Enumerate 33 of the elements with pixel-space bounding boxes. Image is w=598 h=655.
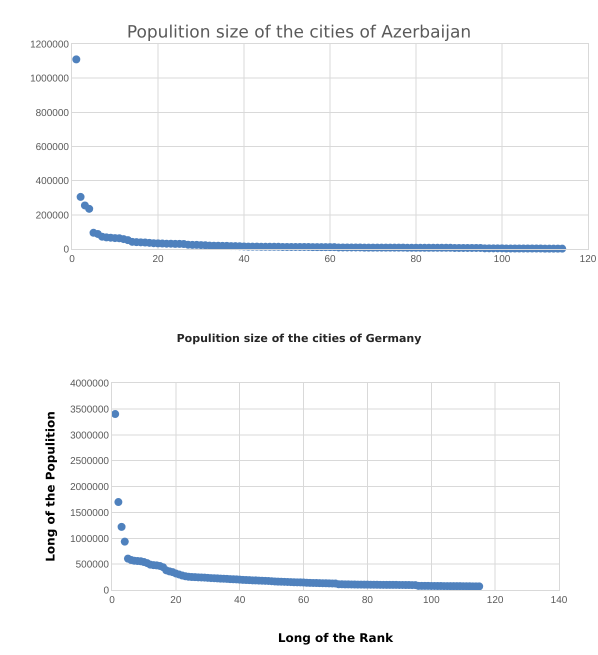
y-tick-label: 800000 [36,108,70,119]
y-tick-label: 3500000 [70,404,110,416]
y-tick-label: 2500000 [70,456,110,468]
x-tick-label: 120 [486,595,504,606]
x-axis-title: Long of the Rank [278,630,394,645]
x-tick-label: 120 [580,254,597,265]
chart-title: Populition size of the cities of Germany [176,332,422,345]
x-tick-label: 40 [234,595,246,606]
x-tick-label: 40 [238,254,250,265]
y-tick-label: 500000 [76,560,110,571]
x-tick-label: 100 [422,595,440,606]
y-tick-label: 3000000 [70,430,110,442]
x-tick-label: 20 [170,595,182,606]
y-tick-label: 4000000 [70,378,110,390]
y-tick-label: 1000000 [30,74,70,85]
y-tick-label: 0 [103,586,110,596]
y-tick-label: 200000 [36,210,70,222]
x-tick-label: 60 [298,595,310,606]
y-tick-label: 1500000 [70,508,110,519]
y-tick-label: 1000000 [70,534,110,545]
y-tick-label: 1200000 [30,40,70,50]
x-tick-label: 60 [324,254,336,265]
chart-title: Populition size of the cities of Azerbaijan [126,22,472,43]
y-tick-label: 600000 [36,142,70,153]
y-axis-title: Long of the Populition [43,411,58,562]
x-tick-label: 80 [362,595,374,606]
x-tick-label: 20 [152,254,164,265]
x-tick-label: 80 [410,254,422,265]
x-tick-label: 100 [494,254,511,265]
y-tick-label: 0 [63,244,70,256]
y-tick-label: 2000000 [70,482,110,493]
x-tick-label: 140 [550,595,568,606]
y-tick-label: 400000 [36,176,70,188]
